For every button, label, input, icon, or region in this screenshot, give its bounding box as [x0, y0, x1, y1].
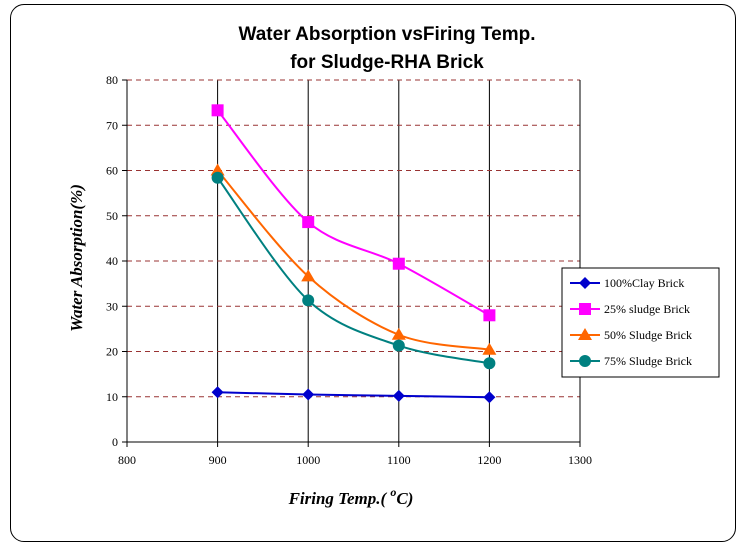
- legend-label: 25% sludge Brick: [604, 302, 690, 316]
- x-axis-label-unit: C): [396, 489, 413, 508]
- data-point: [302, 294, 315, 307]
- data-point: [392, 339, 405, 352]
- y-tick-label: 10: [106, 390, 118, 404]
- series-2: [211, 104, 496, 322]
- x-tick-label: 1000: [296, 453, 320, 467]
- data-point: [482, 342, 497, 355]
- x-tick-label: 1300: [568, 453, 592, 467]
- data-point: [211, 386, 224, 399]
- grid: [127, 79, 580, 442]
- x-axis-label-superscript: o: [390, 485, 396, 499]
- data-point: [391, 327, 406, 340]
- axes: [122, 79, 581, 447]
- x-tick-label: 1100: [387, 453, 411, 467]
- tick-labels: 0 10 20 30 40 50 60 70 80 800 900 1000 1100 1200 1300: [106, 73, 592, 467]
- y-tick-label: 0: [112, 435, 118, 449]
- legend-item: 100%Clay Brick: [570, 276, 684, 290]
- y-tick-label: 70: [106, 118, 118, 132]
- data-point: [302, 216, 315, 229]
- legend-label: 50% Sludge Brick: [604, 328, 692, 342]
- x-tick-label: 800: [118, 453, 136, 467]
- x-tick-label: 1200: [477, 453, 501, 467]
- data-point: [301, 269, 316, 282]
- data-point: [392, 257, 405, 270]
- data-point: [483, 309, 496, 322]
- series-line: [217, 391, 490, 399]
- legend-marker: [578, 328, 592, 340]
- data-point: [483, 391, 496, 404]
- chart-title-line-1: Water Absorption vsFiring Temp.: [239, 24, 536, 45]
- y-tick-label: 40: [106, 254, 118, 268]
- chart-title-line-2: for Sludge-RHA Brick: [290, 52, 484, 73]
- legend-marker: [579, 303, 591, 315]
- legend-marker: [579, 355, 591, 367]
- x-tick-label: 900: [209, 453, 227, 467]
- legend-label: 100%Clay Brick: [604, 276, 684, 290]
- data-point: [211, 171, 224, 184]
- data-point: [211, 104, 224, 117]
- legend: 100%Clay Brick 25% sludge Brick 50% Sludge…: [561, 267, 720, 378]
- series-line: [216, 177, 490, 365]
- legend-marker: [579, 277, 591, 289]
- y-tick-label: 20: [106, 345, 118, 359]
- series-4: [211, 171, 496, 370]
- series-3: [210, 163, 497, 355]
- x-axis-label-main: Firing Temp.(: [288, 489, 391, 508]
- y-tick-label: 80: [106, 73, 118, 87]
- series-line: [216, 169, 490, 351]
- x-axis-label: Firing Temp.( oC): [288, 485, 414, 508]
- data-point: [392, 389, 405, 402]
- legend-item: 25% sludge Brick: [570, 302, 690, 316]
- y-tick-label: 30: [106, 299, 118, 313]
- y-tick-label: 60: [106, 164, 118, 178]
- legend-label: 75% Sludge Brick: [604, 354, 692, 368]
- y-tick-label: 50: [106, 209, 118, 223]
- series-layer: [210, 104, 497, 404]
- legend-item: 50% Sludge Brick: [570, 328, 692, 342]
- data-point: [302, 388, 315, 401]
- data-point: [483, 357, 496, 370]
- y-axis-label: Water Absorption(%): [67, 184, 86, 332]
- data-point: [210, 163, 225, 176]
- series-line: [216, 109, 490, 317]
- series-1: [211, 386, 496, 404]
- legend-item: 75% Sludge Brick: [570, 354, 692, 368]
